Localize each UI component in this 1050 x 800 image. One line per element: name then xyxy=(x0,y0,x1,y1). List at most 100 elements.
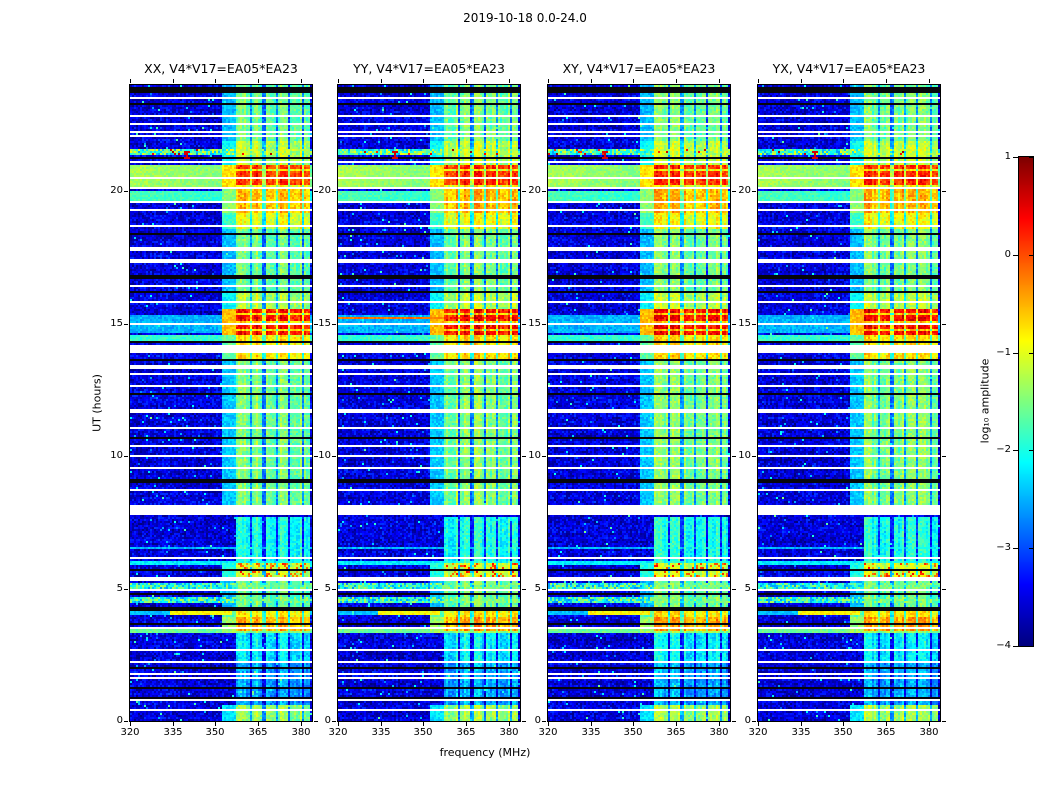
x-tick-label: 335 xyxy=(791,727,811,738)
x-tick-mark xyxy=(338,722,339,726)
x-tick-label: 380 xyxy=(709,727,729,738)
y-tick-mark xyxy=(942,191,946,192)
x-tick-mark xyxy=(633,722,634,726)
y-tick-label: 15 xyxy=(318,318,331,329)
y-tick-mark xyxy=(752,191,756,192)
x-tick-label: 320 xyxy=(328,727,348,738)
y-tick-mark xyxy=(124,191,128,192)
y-tick-mark xyxy=(752,456,756,457)
x-tick-label: 350 xyxy=(833,727,853,738)
y-tick-label: 20 xyxy=(528,185,541,196)
x-tick-mark xyxy=(173,79,174,83)
x-tick-mark xyxy=(215,722,216,726)
y-tick-mark xyxy=(314,191,318,192)
y-tick-mark xyxy=(124,456,128,457)
spectrogram-canvas xyxy=(130,85,312,721)
y-tick-mark xyxy=(542,191,546,192)
x-tick-label: 380 xyxy=(499,727,519,738)
x-tick-mark xyxy=(130,79,131,83)
spectrogram-canvas xyxy=(338,85,520,721)
panel-title: XX, V4*V17=EA05*EA23 xyxy=(144,61,298,76)
colorbar-tick-mark xyxy=(1013,548,1018,549)
y-tick-mark xyxy=(314,324,318,325)
y-tick-mark xyxy=(542,589,546,590)
x-tick-mark xyxy=(258,722,259,726)
x-tick-mark xyxy=(338,79,339,83)
panel-title: YY, V4*V17=EA05*EA23 xyxy=(353,61,505,76)
x-tick-mark xyxy=(509,722,510,726)
y-tick-mark xyxy=(752,589,756,590)
x-tick-mark xyxy=(633,79,634,83)
colorbar-tick-label: −1 xyxy=(996,347,1011,358)
x-tick-label: 365 xyxy=(666,727,686,738)
y-tick-mark xyxy=(732,721,736,722)
y-tick-mark xyxy=(124,589,128,590)
y-tick-mark xyxy=(522,721,526,722)
x-tick-mark xyxy=(301,722,302,726)
y-tick-mark xyxy=(942,324,946,325)
x-tick-mark xyxy=(676,722,677,726)
y-tick-mark xyxy=(124,324,128,325)
colorbar-tick-mark xyxy=(1029,646,1033,647)
panel-title: YX, V4*V17=EA05*EA23 xyxy=(772,61,926,76)
y-axis-label: UT (hours) xyxy=(90,374,104,432)
y-tick-mark xyxy=(314,721,318,722)
x-tick-mark xyxy=(381,722,382,726)
colorbar-tick-mark xyxy=(1029,450,1033,451)
x-tick-mark xyxy=(801,79,802,83)
x-tick-mark xyxy=(258,79,259,83)
x-tick-label: 335 xyxy=(371,727,391,738)
spectrogram-canvas xyxy=(548,85,730,721)
y-tick-mark xyxy=(332,589,336,590)
x-tick-mark xyxy=(676,79,677,83)
colorbar-tick-label: −3 xyxy=(996,542,1011,553)
y-tick-label: 0 xyxy=(116,715,123,726)
y-tick-label: 10 xyxy=(318,450,331,461)
x-tick-mark xyxy=(719,79,720,83)
x-tick-label: 350 xyxy=(413,727,433,738)
y-tick-mark xyxy=(314,456,318,457)
colorbar-canvas xyxy=(1019,157,1033,646)
x-tick-label: 335 xyxy=(581,727,601,738)
x-tick-mark xyxy=(886,722,887,726)
y-tick-mark xyxy=(942,456,946,457)
y-tick-label: 20 xyxy=(318,185,331,196)
figure-title: 2019-10-18 0.0-24.0 xyxy=(463,11,587,25)
y-tick-label: 5 xyxy=(324,583,331,594)
y-tick-label: 20 xyxy=(738,185,751,196)
x-tick-mark xyxy=(173,722,174,726)
colorbar-tick-mark xyxy=(1013,353,1018,354)
y-tick-mark xyxy=(732,456,736,457)
y-tick-mark xyxy=(542,456,546,457)
y-tick-label: 0 xyxy=(324,715,331,726)
y-tick-mark xyxy=(314,589,318,590)
y-tick-label: 15 xyxy=(738,318,751,329)
x-tick-mark xyxy=(548,722,549,726)
y-tick-mark xyxy=(124,721,128,722)
x-tick-label: 380 xyxy=(291,727,311,738)
x-tick-mark xyxy=(929,79,930,83)
x-tick-mark xyxy=(509,79,510,83)
y-tick-label: 10 xyxy=(738,450,751,461)
x-tick-mark xyxy=(719,722,720,726)
y-tick-label: 5 xyxy=(534,583,541,594)
y-tick-label: 5 xyxy=(744,583,751,594)
y-tick-mark xyxy=(542,324,546,325)
x-tick-mark xyxy=(843,79,844,83)
y-tick-label: 0 xyxy=(744,715,751,726)
colorbar-tick-label: 0 xyxy=(1004,249,1011,260)
x-tick-label: 320 xyxy=(538,727,558,738)
x-tick-mark xyxy=(843,722,844,726)
colorbar-tick-label: −4 xyxy=(996,640,1011,651)
y-tick-label: 15 xyxy=(528,318,541,329)
colorbar-tick-label: 1 xyxy=(1004,151,1011,162)
x-tick-mark xyxy=(591,79,592,83)
colorbar-tick-mark xyxy=(1013,157,1018,158)
panel-title: XY, V4*V17=EA05*EA23 xyxy=(562,61,716,76)
y-tick-mark xyxy=(942,721,946,722)
y-tick-label: 20 xyxy=(110,185,123,196)
x-tick-label: 365 xyxy=(248,727,268,738)
x-tick-label: 320 xyxy=(748,727,768,738)
y-tick-mark xyxy=(522,191,526,192)
